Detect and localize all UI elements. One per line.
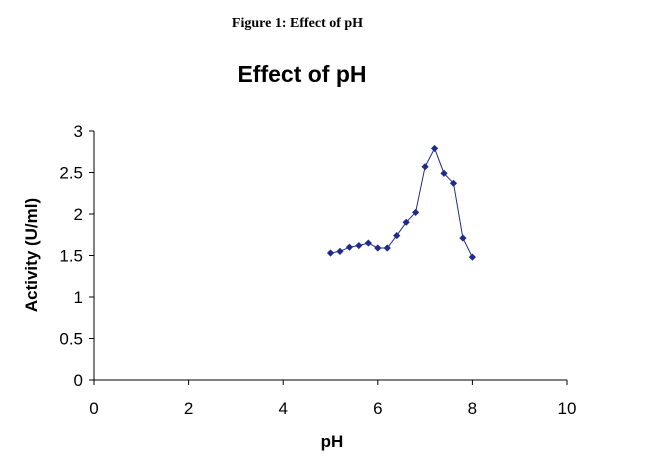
data-point bbox=[421, 163, 429, 171]
data-point bbox=[440, 169, 448, 177]
y-tick-label: 2 bbox=[74, 205, 83, 224]
axes bbox=[89, 130, 568, 385]
data-point bbox=[412, 208, 420, 216]
x-tick-label: 4 bbox=[278, 399, 287, 418]
data-point bbox=[336, 247, 344, 255]
data-point bbox=[402, 218, 410, 226]
x-axis-label: pH bbox=[321, 432, 344, 451]
figure-caption: Figure 1: Effect of pH bbox=[231, 16, 364, 31]
data-point bbox=[449, 179, 458, 187]
x-tick-label: 2 bbox=[184, 399, 193, 418]
chart-title: Effect of pH bbox=[237, 61, 366, 87]
data-point bbox=[345, 243, 354, 251]
data-point bbox=[468, 253, 476, 261]
y-tick-label: 3 bbox=[74, 122, 83, 141]
data-point bbox=[355, 241, 363, 250]
y-tick-label: 1.5 bbox=[59, 247, 83, 266]
y-tick-label: 0 bbox=[74, 371, 83, 390]
tick-labels: 0 0.5 1 1.5 2 2.5 3 0 2 4 6 8 10 bbox=[59, 122, 576, 418]
plot-area bbox=[326, 144, 476, 261]
data-point bbox=[383, 244, 391, 252]
x-tick-label: 10 bbox=[558, 399, 577, 418]
data-point bbox=[374, 244, 382, 252]
y-axis-label: Activity (U/ml) bbox=[22, 198, 41, 312]
y-tick-label: 1 bbox=[74, 288, 83, 307]
data-point bbox=[430, 144, 439, 153]
y-tick-label: 0.5 bbox=[59, 330, 83, 349]
y-tick-label: 2.5 bbox=[59, 164, 83, 183]
data-point bbox=[364, 239, 372, 247]
x-tick-label: 0 bbox=[89, 399, 98, 418]
x-tick-label: 8 bbox=[468, 399, 477, 418]
data-point bbox=[326, 249, 335, 257]
data-point bbox=[459, 234, 467, 242]
series-line bbox=[330, 147, 473, 258]
x-tick-label: 6 bbox=[373, 399, 382, 418]
data-point bbox=[393, 231, 401, 240]
